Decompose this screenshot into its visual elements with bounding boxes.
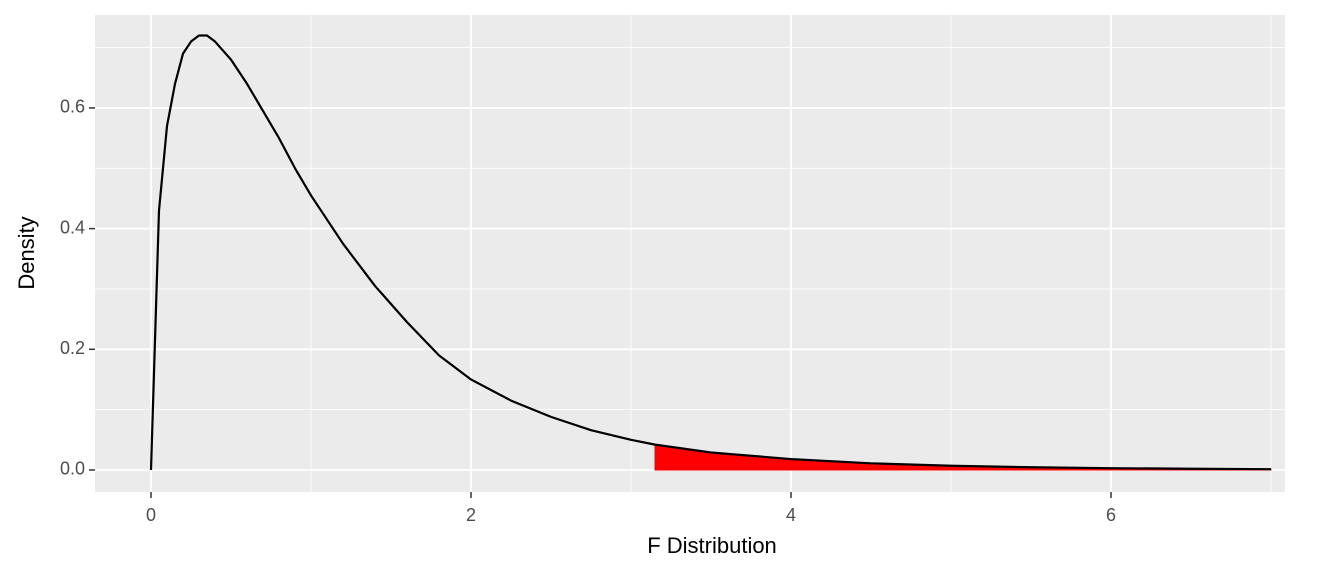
y-axis-title: Density bbox=[14, 216, 39, 289]
x-tick-label: 6 bbox=[1106, 505, 1116, 525]
y-tick-label: 0.2 bbox=[60, 338, 85, 358]
y-tick-label: 0.6 bbox=[60, 97, 85, 117]
x-tick-label: 4 bbox=[786, 505, 796, 525]
density-line bbox=[149, 34, 1272, 471]
x-axis-title: F Distribution bbox=[647, 533, 777, 558]
panel bbox=[95, 15, 1285, 492]
y-tick-label: 0.0 bbox=[60, 459, 85, 479]
x-tick-label: 0 bbox=[146, 505, 156, 525]
y-tick-label: 0.4 bbox=[60, 217, 85, 237]
x-tick-label: 2 bbox=[466, 505, 476, 525]
